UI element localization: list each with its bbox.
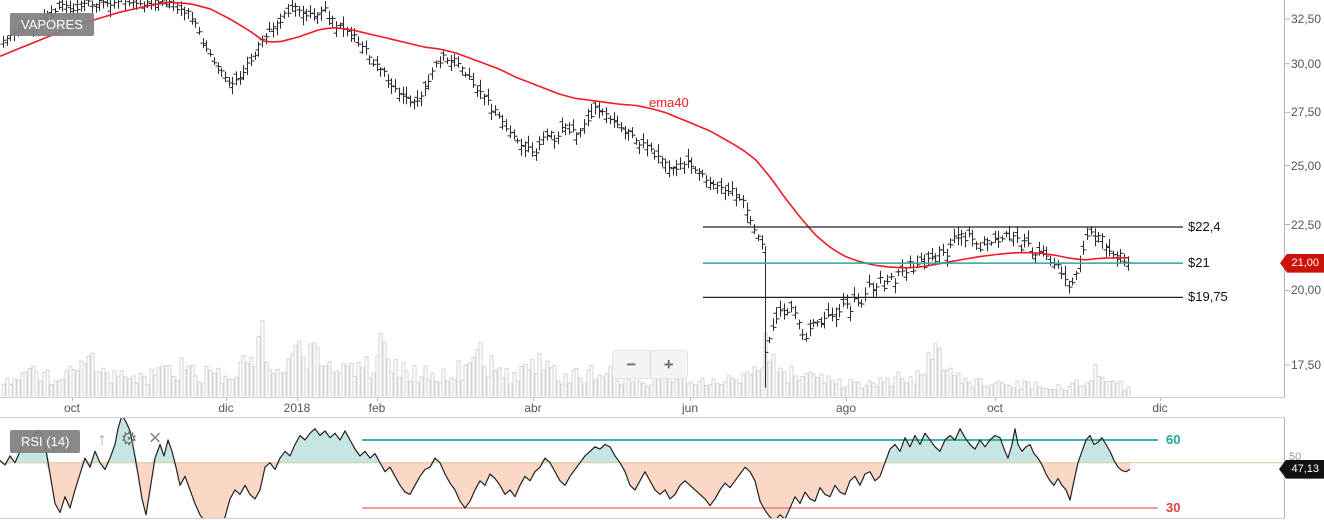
rsi-line [0, 418, 1131, 518]
main-chart: VAPORES ema40 $22,4 $21 $19,75 21,00 − +… [0, 0, 1324, 397]
y-axis-tick-label: 25,00 [1291, 158, 1322, 173]
zoom-toolbar: − + [612, 350, 688, 379]
x-axis-tick [533, 398, 534, 401]
symbol-badge-label: VAPORES [21, 17, 83, 32]
x-axis-month-label: feb [368, 401, 386, 415]
rsi-60-label: 60 [1166, 432, 1181, 447]
y-axis-tick-label: 32,50 [1291, 12, 1322, 26]
rsi-svg [0, 418, 1285, 518]
rsi-badge: RSI (14) [10, 430, 81, 453]
x-axis-month-label: dic [218, 401, 234, 415]
x-axis-month-label: oct [63, 401, 80, 415]
x-axis-tick [846, 398, 847, 401]
symbol-badge: VAPORES [10, 13, 94, 36]
close-icon[interactable]: × [148, 425, 162, 450]
x-axis-month-label: 2018 [283, 401, 311, 415]
rsi-30-label: 30 [1166, 500, 1181, 515]
x-axis-tick [377, 398, 378, 401]
y-axis-tick-label: 22,50 [1291, 217, 1322, 232]
rsi-panel [0, 418, 1285, 519]
x-axis-month-label: jun [681, 401, 698, 415]
rsi-fill-above-50 [0, 418, 1130, 463]
x-axis-tick [1160, 398, 1161, 401]
x-axis-tick [690, 398, 691, 401]
last-price-badge: 21,00 [1280, 253, 1324, 273]
y-axis-tick-label: 17,50 [1291, 358, 1322, 372]
rsi-badge-label: RSI (14) [21, 434, 70, 449]
x-axis-tick [297, 398, 298, 401]
gear-icon[interactable]: ⚙ [120, 429, 138, 450]
zoom-out-button[interactable]: − [613, 351, 651, 378]
arrow-up-icon[interactable]: ↑ [97, 429, 107, 449]
level-label-22-4: $22,4 [1188, 219, 1221, 235]
x-axis-month-label: dic [1152, 401, 1168, 415]
volume-series [1, 320, 1131, 397]
x-axis-month-label: oct [986, 401, 1003, 415]
y-axis-tick-label: 30,00 [1291, 56, 1322, 71]
rsi-value-badge: 47,13 [1279, 459, 1324, 479]
rsi-fill-below-50 [0, 462, 1130, 518]
ema40-label: ema40 [649, 95, 689, 110]
x-axis-strip: oct dic 2018 feb abr jun ago oct dic [0, 397, 1285, 418]
level-label-19-75: $19,75 [1188, 289, 1228, 305]
x-axis-tick [226, 398, 227, 401]
x-axis-month-label: abr [524, 401, 542, 415]
y-axis-tick-label: 20,00 [1291, 283, 1322, 298]
x-axis-tick [72, 398, 73, 401]
price-chart-svg [0, 0, 1290, 397]
level-label-21: $21 [1188, 255, 1210, 271]
zoom-in-button[interactable]: + [663, 354, 674, 374]
x-axis-month-label: ago [835, 401, 857, 415]
rsi-50-label: 50 [1289, 450, 1302, 463]
y-axis-tick-label: 27,50 [1291, 105, 1322, 120]
x-axis-tick [995, 398, 996, 401]
ohlc-bar-series [0, 0, 1132, 388]
